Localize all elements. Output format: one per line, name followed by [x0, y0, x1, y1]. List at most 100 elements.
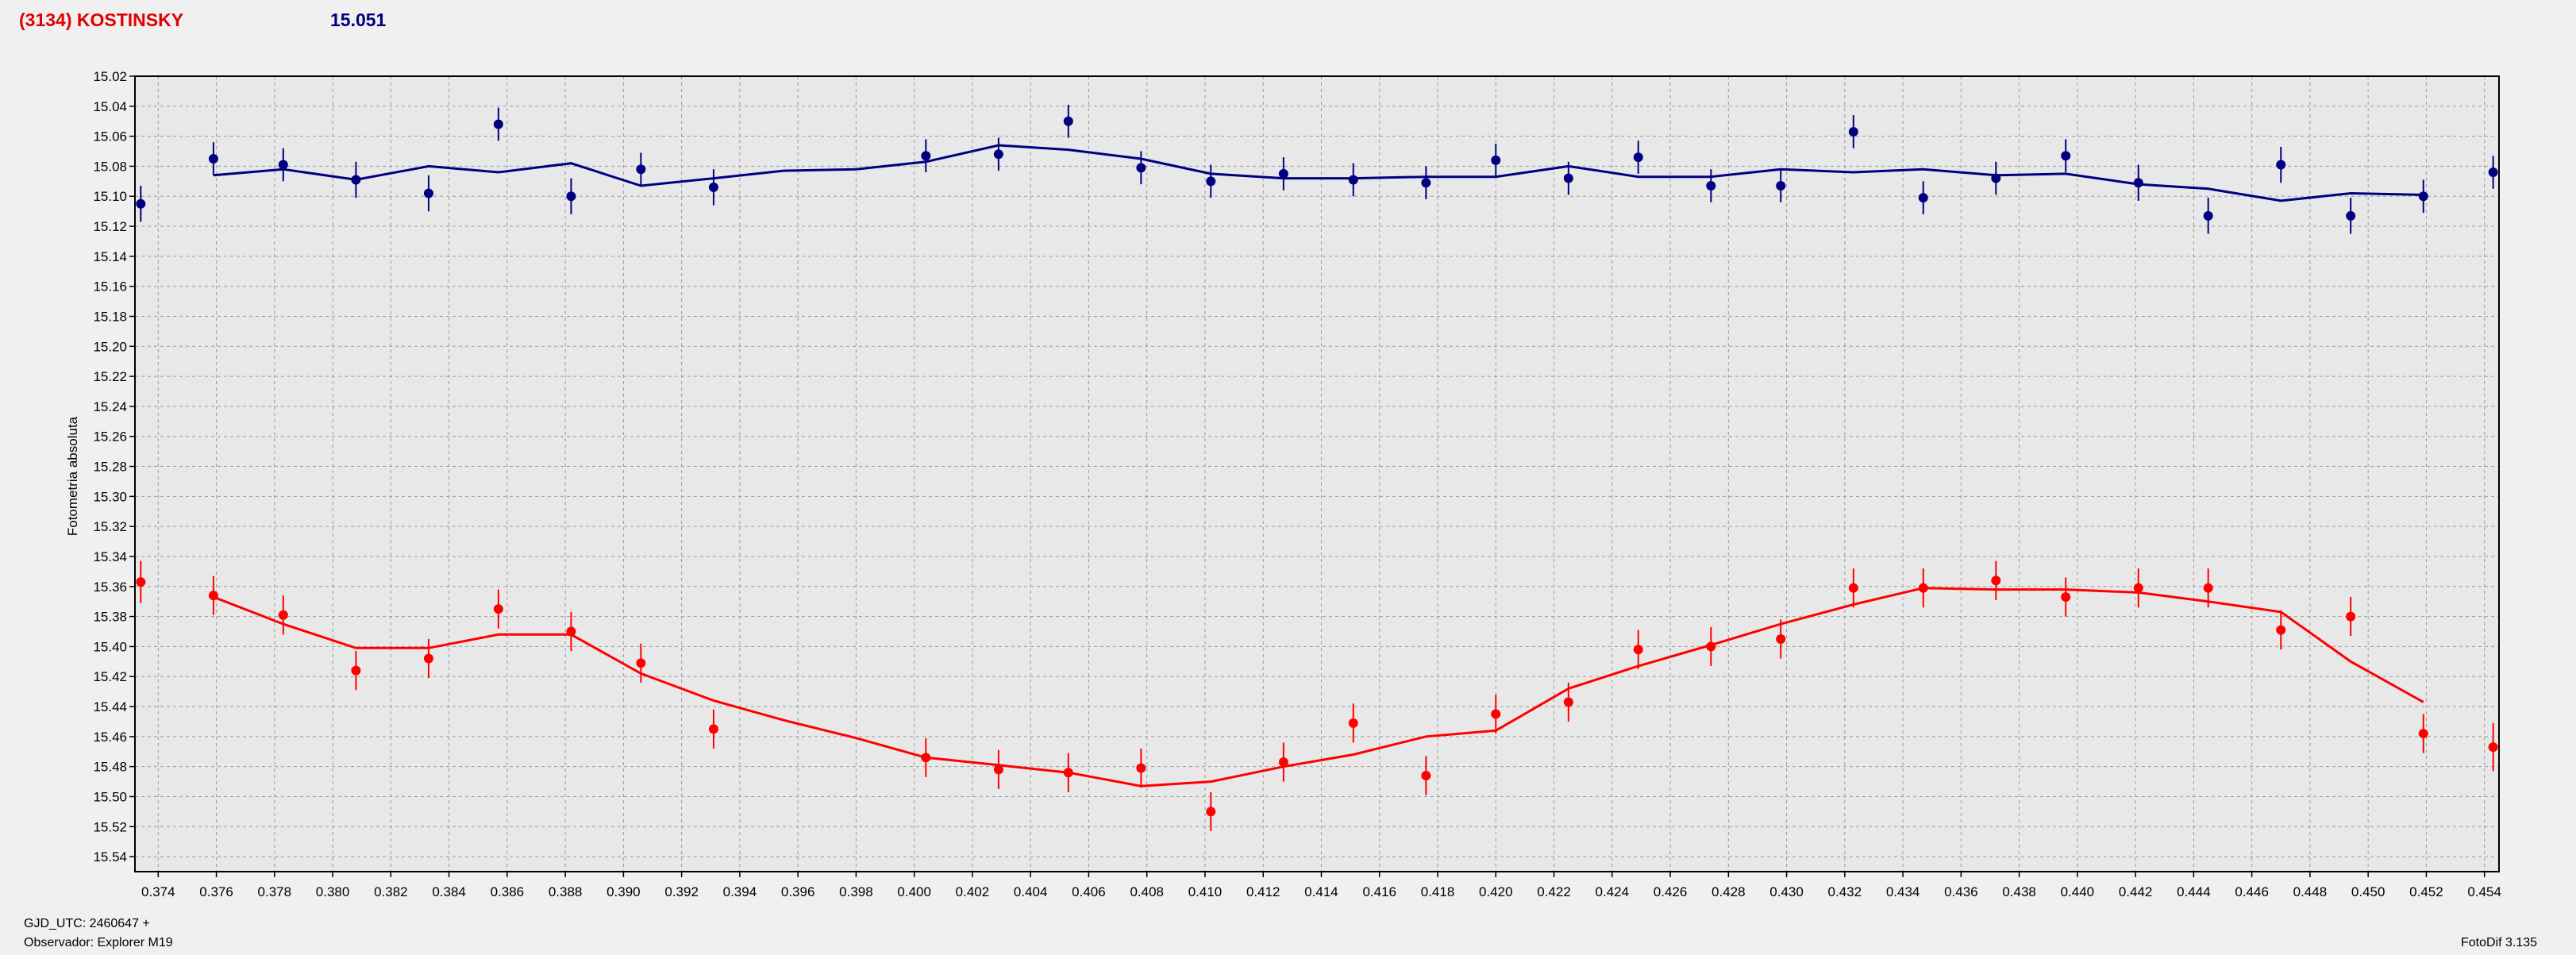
data-point: [2276, 160, 2286, 170]
data-point: [708, 724, 718, 734]
data-point: [2346, 210, 2356, 221]
x-tick-label: 0.384: [432, 884, 466, 899]
x-tick-label: 0.428: [1712, 884, 1746, 899]
x-tick-label: 0.452: [2409, 884, 2443, 899]
x-tick-label: 0.414: [1304, 884, 1338, 899]
data-point: [1278, 168, 1288, 179]
data-point: [351, 175, 361, 185]
data-point: [1063, 768, 1073, 778]
y-tick-label: 15.36: [93, 580, 127, 595]
y-tick-label: 15.18: [93, 309, 127, 324]
x-tick-label: 0.398: [839, 884, 873, 899]
y-tick-label: 15.42: [93, 669, 127, 684]
y-tick-label: 15.22: [93, 369, 127, 384]
x-tick-label: 0.430: [1769, 884, 1804, 899]
data-point: [2488, 167, 2498, 177]
data-point: [208, 591, 218, 601]
data-point: [2061, 151, 2071, 161]
x-tick-label: 0.416: [1362, 884, 1396, 899]
data-point: [1776, 181, 1786, 191]
y-tick-label: 15.06: [93, 129, 127, 144]
data-point: [1848, 583, 1858, 593]
x-tick-label: 0.446: [2235, 884, 2269, 899]
data-point: [993, 764, 1003, 775]
x-tick-label: 0.378: [258, 884, 292, 899]
data-point: [1633, 645, 1643, 655]
y-tick-label: 15.30: [93, 489, 127, 504]
plot-area: [135, 76, 2499, 872]
y-tick-label: 15.40: [93, 639, 127, 654]
data-point: [1633, 152, 1643, 163]
x-tick-label: 0.444: [2177, 884, 2211, 899]
data-point: [1706, 641, 1716, 652]
y-axis-label: Fotometria absoluta: [65, 416, 80, 536]
y-tick-label: 15.08: [93, 159, 127, 174]
data-point: [1491, 709, 1501, 719]
x-tick-label: 0.422: [1537, 884, 1571, 899]
x-tick-label: 0.440: [2061, 884, 2095, 899]
y-tick-label: 15.50: [93, 789, 127, 804]
series-2: [136, 560, 2498, 831]
x-tick-label: 0.442: [2119, 884, 2153, 899]
y-tick-label: 15.04: [93, 99, 127, 114]
y-tick-label: 15.32: [93, 519, 127, 534]
y-tick-label: 15.26: [93, 429, 127, 445]
x-axis-ticks: 0.374 0.376 0.378 0.380 0.382 0.384 0.386 0.388…: [141, 872, 2501, 899]
chart-title: (3134) KOSTINSKY: [19, 10, 184, 30]
x-tick-label: 0.448: [2293, 884, 2328, 899]
data-point: [1563, 697, 1573, 707]
x-tick-label: 0.400: [897, 884, 931, 899]
data-point: [1206, 176, 1216, 187]
fit-line: [213, 587, 2424, 787]
data-point: [1348, 718, 1358, 728]
observer-label: Observador: Explorer M19: [24, 936, 173, 949]
x-tick-label: 0.426: [1654, 884, 1688, 899]
y-tick-label: 15.34: [93, 549, 127, 564]
y-tick-label: 15.44: [93, 699, 127, 714]
data-point: [423, 188, 433, 198]
series-1: [136, 104, 2498, 234]
gjd-label: GJD_UTC: 2460647 +: [24, 917, 150, 930]
x-tick-label: 0.374: [141, 884, 175, 899]
data-point: [2488, 742, 2498, 753]
x-tick-label: 0.402: [956, 884, 990, 899]
y-tick-label: 15.10: [93, 189, 127, 204]
data-point: [1206, 807, 1216, 817]
y-tick-label: 15.54: [93, 849, 127, 865]
data-point: [423, 653, 433, 664]
data-point: [2133, 178, 2143, 188]
x-tick-label: 0.380: [316, 884, 350, 899]
y-tick-label: 15.14: [93, 249, 127, 264]
x-tick-label: 0.412: [1246, 884, 1280, 899]
x-tick-label: 0.434: [1886, 884, 1920, 899]
y-tick-label: 15.12: [93, 219, 127, 234]
y-tick-label: 15.16: [93, 279, 127, 295]
x-tick-label: 0.392: [664, 884, 699, 899]
data-point: [1991, 173, 2001, 183]
series-layer: [136, 104, 2498, 831]
x-tick-label: 0.454: [2467, 884, 2501, 899]
y-tick-label: 15.52: [93, 819, 127, 834]
x-tick-label: 0.436: [1944, 884, 1978, 899]
data-point: [2203, 210, 2213, 221]
x-tick-label: 0.438: [2002, 884, 2036, 899]
data-point: [1421, 178, 1431, 188]
data-point: [636, 658, 646, 668]
data-point: [636, 164, 646, 175]
x-tick-label: 0.382: [374, 884, 408, 899]
x-tick-label: 0.396: [781, 884, 815, 899]
data-point: [2418, 191, 2428, 202]
data-point: [278, 160, 288, 170]
data-point: [1348, 175, 1358, 185]
data-point: [1491, 155, 1501, 165]
data-point: [2346, 611, 2356, 622]
fit-line: [213, 144, 2424, 202]
x-tick-label: 0.410: [1188, 884, 1223, 899]
x-tick-label: 0.418: [1421, 884, 1455, 899]
data-point: [1278, 757, 1288, 767]
data-point: [1063, 116, 1073, 126]
x-tick-label: 0.404: [1014, 884, 1048, 899]
data-point: [493, 119, 503, 129]
x-tick-label: 0.388: [549, 884, 583, 899]
x-tick-label: 0.408: [1130, 884, 1164, 899]
